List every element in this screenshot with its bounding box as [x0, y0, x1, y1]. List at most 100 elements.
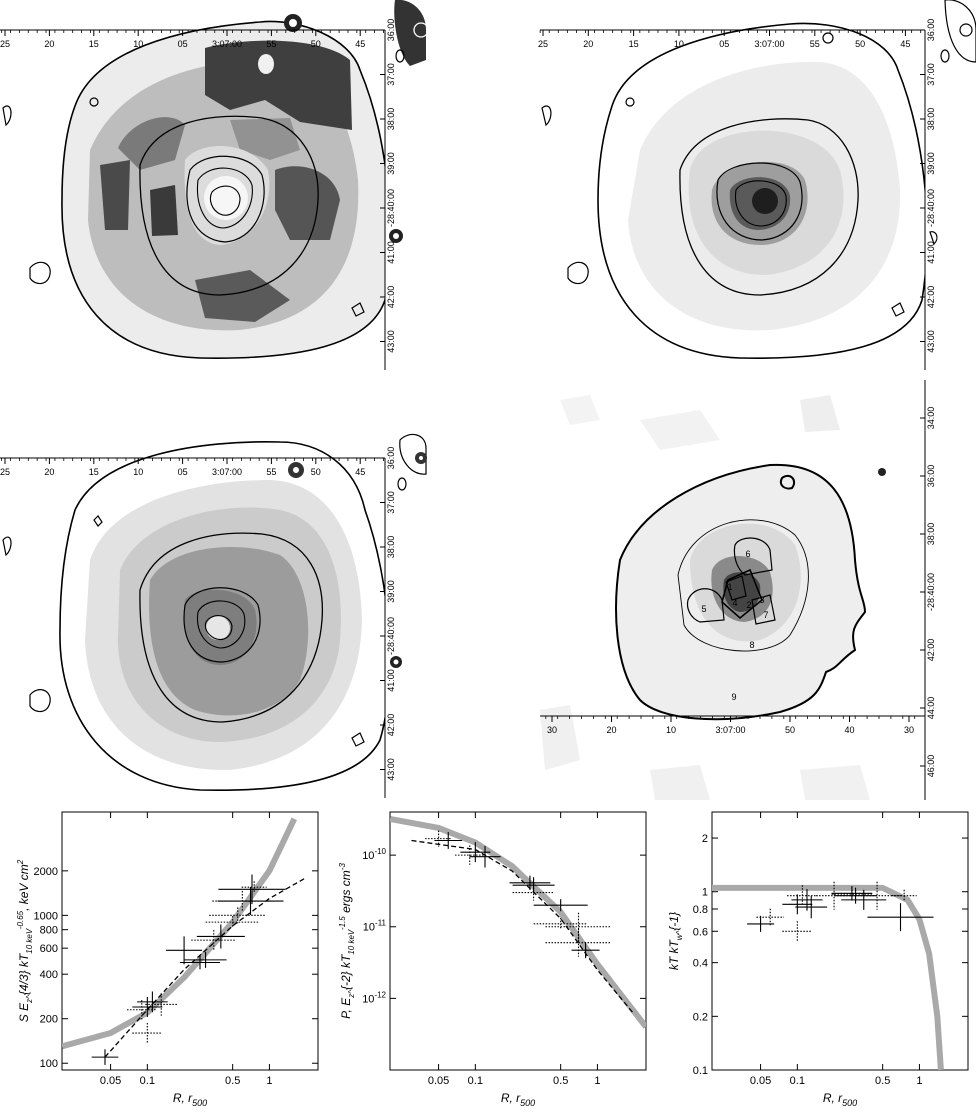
map-tr-dec-tick-label: -28:40:00	[926, 189, 936, 227]
y-tick-label: 800	[40, 925, 58, 937]
y-tick-label: 2000	[34, 866, 58, 878]
map-mr-dec-tick-label: 44:00	[926, 697, 936, 720]
map-tr-ra-tick-label: 45	[900, 39, 910, 49]
map-mr-region-6-contour	[733, 537, 773, 576]
map-tl-ra-tick-label: 05	[178, 39, 188, 49]
map-tr-ra-tick-label: 20	[583, 39, 593, 49]
x-tick-label: 0.1	[140, 1075, 155, 1087]
y-tick-label: 0.8	[693, 904, 708, 916]
x-axis-label: R, r500	[173, 1091, 207, 1108]
map-tl-ra-tick-label: 50	[311, 39, 321, 49]
map-tr-dec-tick-label: 39:00	[926, 152, 936, 175]
map-tr-dec-tick-label: 38:00	[926, 108, 936, 131]
map-tl-dec-tick-label: -28:40:00	[386, 189, 396, 227]
map-ml-dec-tick-label: 38:00	[386, 536, 396, 559]
map-tl-ra-tick-label: 25	[0, 39, 10, 49]
map-ml-dec-tick-label: 39:00	[386, 580, 396, 603]
x-tick-label: 0.05	[428, 1075, 449, 1087]
map-ml-ra-tick-label: 50	[311, 467, 321, 477]
map-tr-ra-tick-label: 55	[810, 39, 820, 49]
y-tick-label: 600	[40, 943, 58, 955]
y-tick-label: 100	[40, 1058, 58, 1070]
x-tick-label: 0.05	[750, 1075, 771, 1087]
map-mr-region-4-contour	[721, 568, 763, 620]
map-tl-ra-tick-label: 20	[44, 39, 54, 49]
map-ml-ra-tick-label: 55	[266, 467, 276, 477]
map-mr-dec-tick-label: -28:40:00	[926, 573, 936, 611]
map-tr-ra-tick-label: 05	[719, 39, 729, 49]
map-mr-region-7-contour	[751, 594, 776, 625]
plot-frame	[389, 811, 647, 1071]
x-tick-label: 1	[266, 1075, 272, 1087]
map-ml-ra-tick-label: 15	[89, 467, 99, 477]
map-tl-dec-tick-label: 38:00	[386, 108, 396, 131]
map-ml-dec-tick-label: 41:00	[386, 669, 396, 692]
map-mr-ra-tick-label: 20	[606, 725, 616, 735]
map-tl-dec-tick-label: 43:00	[386, 330, 396, 353]
map-top-left: 25 20 15 10 05 3:07:00 55 50 45 36:00 37:00 38:00 39…	[0, 0, 429, 372]
y-axis-label: kT kTw^{-1}	[667, 912, 684, 970]
plot-3: 0.05 0.1 0.5 1 0.1 0.2 0.4 0.6 0.8 1 2 R, r500 kT kT…	[667, 811, 969, 1108]
map-top-right: 25 20 15 10 05 3:07:00 55 50 45 36:00 37:00 38:00 39…	[538, 0, 976, 372]
y-tick-label: 1	[702, 887, 708, 899]
region-label-1: 1	[727, 582, 732, 592]
map-mr-dec-tick-label: 38:00	[926, 523, 936, 546]
map-tr-dec-tick-label: 36:00	[926, 19, 936, 42]
map-tl-ra-tick-label: 45	[355, 39, 365, 49]
map-tl-dark-region	[205, 40, 352, 130]
y-tick-label: 200	[40, 1014, 58, 1026]
y-axis-label: P, Ez^{-2} kT10 keV-1.5 ergs cm-3	[338, 863, 356, 1019]
map-tr-ra-tick-label: 50	[855, 39, 865, 49]
x-tick-label: 1	[916, 1075, 922, 1087]
map-tl-ra-tick-label: 15	[89, 39, 99, 49]
map-tr-dec-tick-label: 42:00	[926, 286, 936, 309]
map-ml-ra-tick-label: 45	[355, 467, 365, 477]
x-tick-label: 0.1	[790, 1075, 805, 1087]
region-label-9: 9	[731, 692, 736, 702]
y-tick-label: 0.2	[693, 1011, 708, 1023]
y-tick-label: 0.4	[693, 958, 708, 970]
x-tick-label: 0.5	[875, 1075, 890, 1087]
region-label-4: 4	[732, 598, 737, 608]
y-tick-label: 10-11	[363, 919, 387, 934]
map-ml-dec-tick-label: 37:00	[386, 491, 396, 514]
model-curve-dashed	[104, 877, 307, 1058]
y-tick-label: 10-12	[362, 990, 386, 1005]
map-tr-ra-tick-label: 10	[674, 39, 684, 49]
map-tl-ra-tick-label: 3:07:00	[212, 39, 242, 49]
x-tick-label: 0.1	[468, 1075, 483, 1087]
map-tr-dec-tick-label: 37:00	[926, 63, 936, 86]
map-mr-dec-tick-label: 46:00	[926, 755, 936, 778]
x-axis-label: R, r500	[823, 1091, 857, 1108]
y-tick-label: 400	[40, 969, 58, 981]
plot-1: 0.05 0.1 0.5 1 100 200 400 600 800 1000 2000 R, r50…	[16, 811, 319, 1108]
map-tr-ra-tick-label: 15	[629, 39, 639, 49]
map-mr-region-5-contour	[686, 588, 725, 623]
map-mr-ra-tick-label: 30	[904, 725, 914, 735]
map-tr-dec-tick-label: 43:00	[926, 330, 936, 353]
x-axis-label: R, r500	[501, 1091, 535, 1108]
map-mr-ra-tick-label: 50	[785, 725, 795, 735]
map-mr-ra-tick-label: 3:07:00	[715, 725, 745, 735]
map-tl-dec-tick-label: 39:00	[386, 152, 396, 175]
y-tick-label: 1000	[34, 910, 58, 922]
map-tr-ra-tick-label: 3:07:00	[754, 39, 784, 49]
region-label-7: 7	[763, 610, 768, 620]
map-ml-ra-tick-label: 25	[0, 467, 10, 477]
map-tl-ra-tick-label: 10	[133, 39, 143, 49]
model-curve-gray	[712, 884, 944, 1070]
x-tick-label: 0.05	[100, 1075, 121, 1087]
map-mr-ra-tick-label: 10	[666, 725, 676, 735]
y-tick-label: 2	[702, 833, 708, 845]
map-tl-dec-tick-label: 42:00	[386, 286, 396, 309]
map-ml-dec-tick-label: -28:40:00	[386, 617, 396, 655]
y-tick-label: 0.1	[693, 1065, 708, 1077]
plot-2: 0.05 0.1 0.5 1 10-12 10-11 10-10 R, r500 P, Ez^{…	[338, 811, 647, 1108]
map-mr-dec-tick-label: 34:00	[926, 407, 936, 430]
region-label-2: 2	[746, 600, 751, 610]
map-ml-ra-tick-label: 20	[44, 467, 54, 477]
map-tl-dec-tick-label: 41:00	[386, 241, 396, 264]
map-middle-left: 25 20 15 10 05 3:07:00 55 50 45 36:00 37:00 38:00 39…	[0, 430, 427, 800]
map-tl-dec-tick-label: 36:00	[386, 19, 396, 42]
